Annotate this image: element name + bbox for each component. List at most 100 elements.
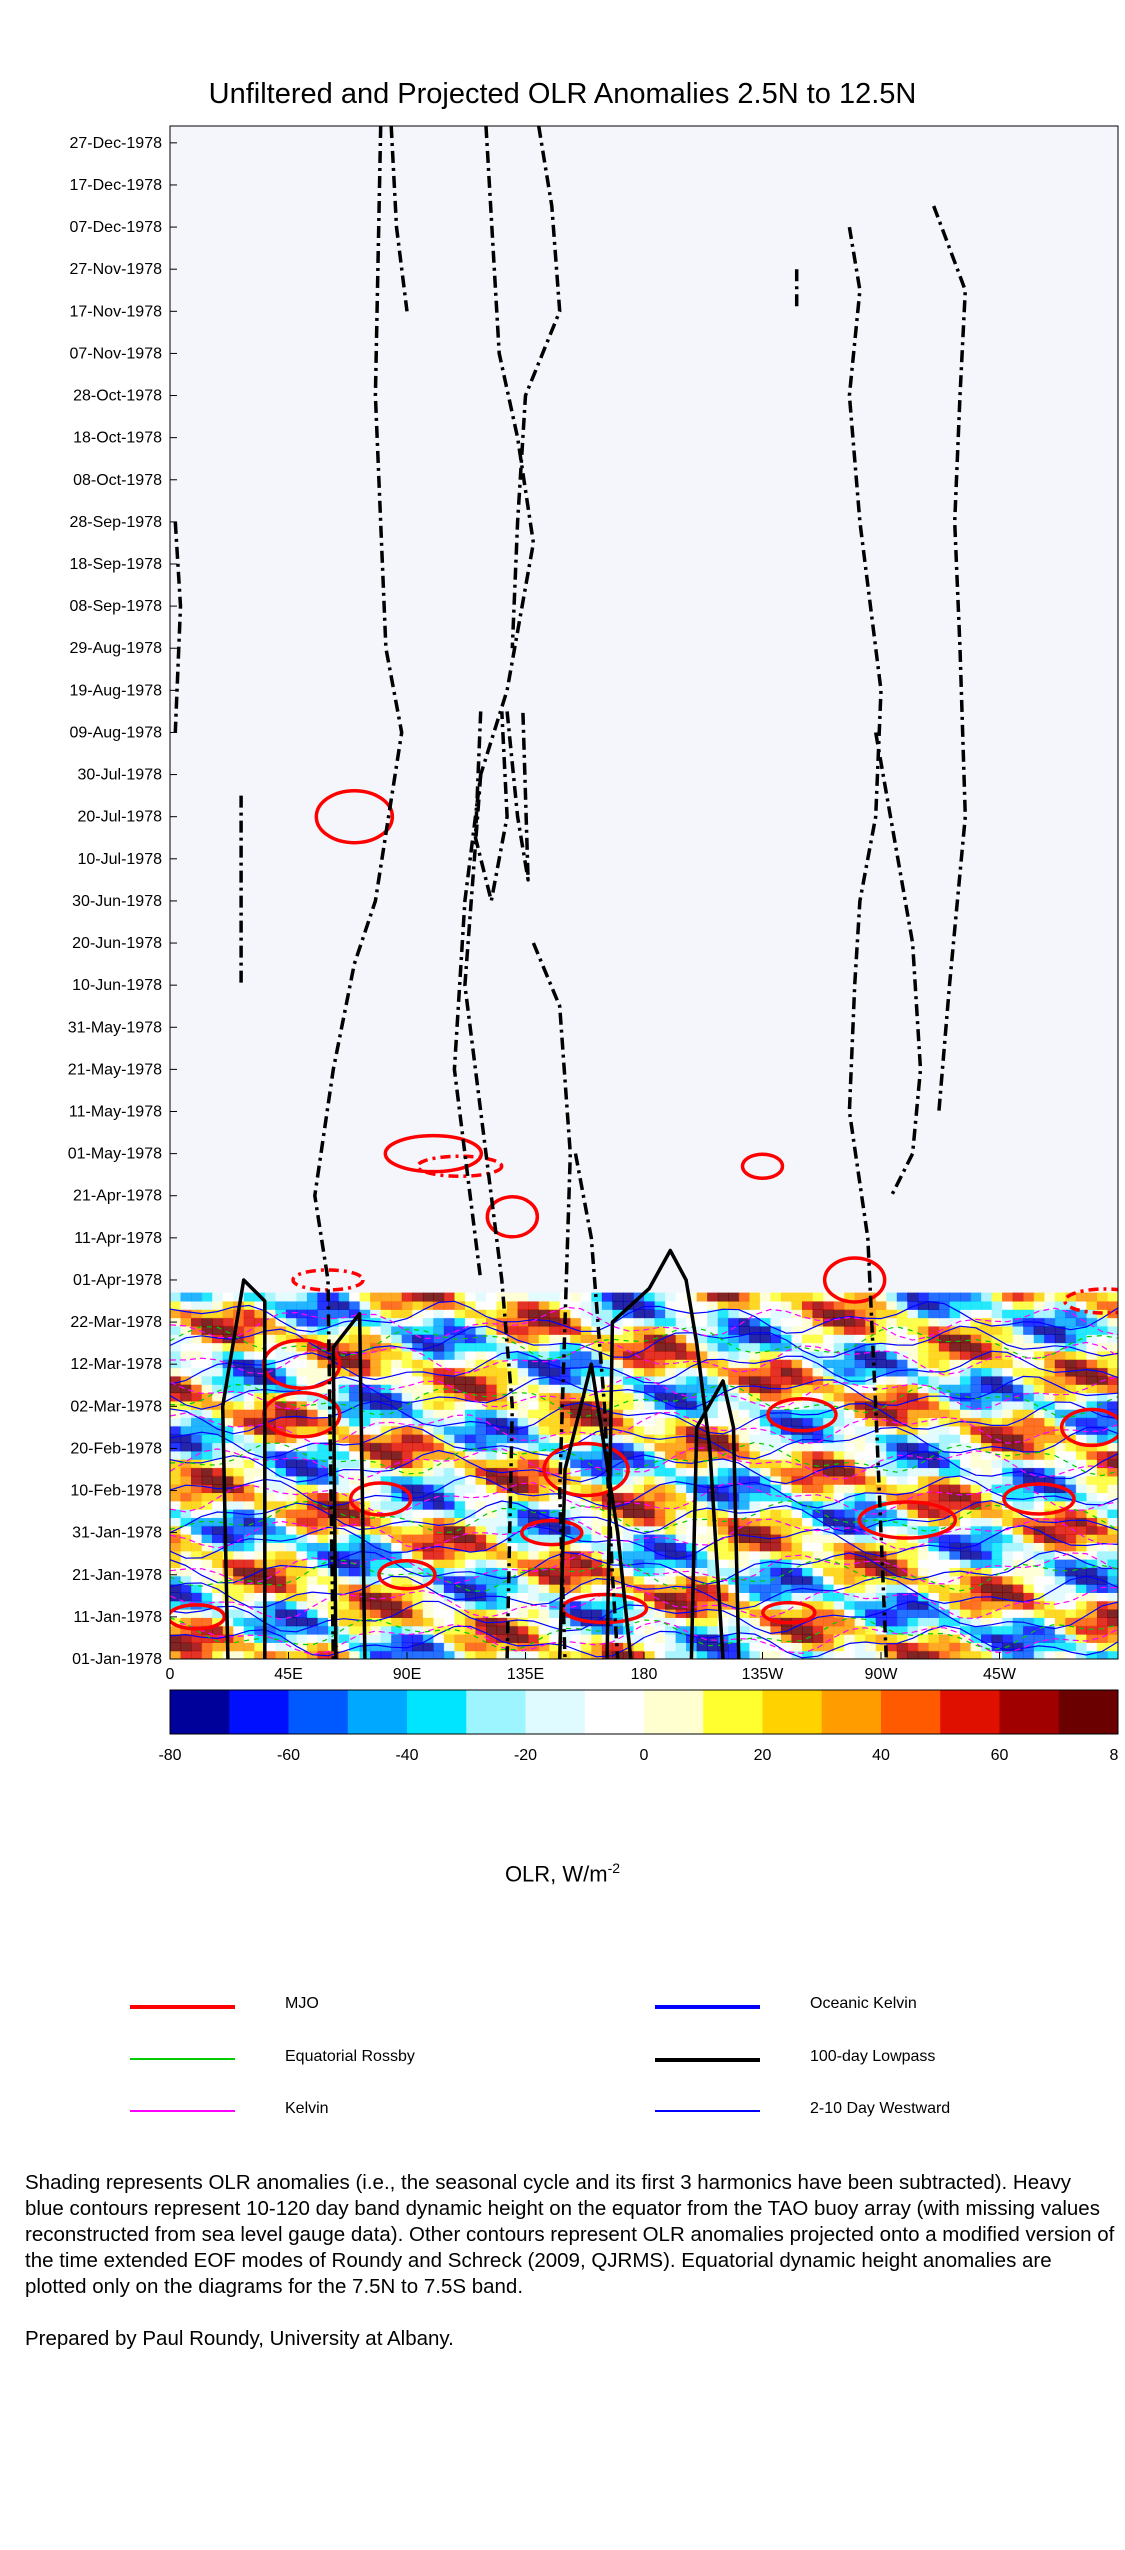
- olr-cell: [180, 1359, 192, 1369]
- olr-cell: [401, 1642, 413, 1652]
- olr-cell: [970, 1342, 982, 1352]
- olr-cell: [675, 1400, 687, 1410]
- olr-cell: [570, 1375, 582, 1385]
- olr-cell: [780, 1442, 793, 1452]
- olr-cell: [1096, 1517, 1109, 1527]
- olr-cell: [349, 1534, 361, 1544]
- olr-cell: [1044, 1459, 1056, 1469]
- olr-cell: [865, 1442, 877, 1452]
- olr-cell: [1086, 1392, 1098, 1402]
- olr-cell: [886, 1392, 898, 1402]
- olr-cell: [380, 1434, 392, 1444]
- olr-cell: [770, 1342, 782, 1352]
- olr-cell: [443, 1592, 455, 1602]
- olr-cell: [570, 1509, 582, 1519]
- olr-cell: [212, 1367, 224, 1377]
- olr-cell: [823, 1450, 835, 1460]
- olr-cell: [528, 1625, 540, 1635]
- olr-cell: [1054, 1567, 1066, 1577]
- olr-cell: [1002, 1367, 1014, 1377]
- olr-cell: [759, 1542, 771, 1552]
- olr-cell: [875, 1484, 887, 1494]
- olr-cell: [222, 1384, 234, 1394]
- olr-cell: [222, 1342, 234, 1352]
- y-tick-label: 08-Sep-1978: [69, 598, 162, 615]
- olr-cell: [622, 1425, 635, 1435]
- olr-cell: [401, 1634, 413, 1643]
- olr-cell: [1086, 1600, 1098, 1610]
- olr-cell: [960, 1592, 972, 1602]
- olr-cell: [201, 1542, 213, 1552]
- olr-cell: [738, 1534, 750, 1544]
- olr-cell: [464, 1609, 477, 1618]
- westward-contour: [170, 1449, 1118, 1485]
- olr-cell: [317, 1550, 329, 1560]
- olr-cell: [580, 1542, 592, 1552]
- olr-cell: [1107, 1634, 1118, 1643]
- olr-cell: [380, 1417, 392, 1427]
- olr-cell: [844, 1459, 856, 1469]
- olr-cell: [802, 1359, 814, 1369]
- olr-cell: [759, 1434, 771, 1444]
- olr-cell: [1012, 1359, 1024, 1369]
- olr-cell: [443, 1450, 455, 1460]
- olr-cell: [644, 1384, 656, 1394]
- olr-cell: [991, 1309, 1003, 1319]
- olr-cell: [644, 1334, 656, 1344]
- olr-cell: [538, 1592, 550, 1602]
- olr-cell: [949, 1450, 961, 1460]
- olr-cell: [349, 1450, 361, 1460]
- olr-cell: [233, 1450, 245, 1460]
- olr-cell: [844, 1559, 856, 1568]
- olr-cell: [412, 1384, 424, 1394]
- olr-cell: [1012, 1584, 1024, 1593]
- olr-cell: [981, 1359, 993, 1369]
- olr-cell: [580, 1467, 592, 1477]
- olr-cell: [338, 1367, 350, 1377]
- olr-cell: [1002, 1334, 1014, 1344]
- olr-cell: [191, 1392, 203, 1402]
- olr-cell: [907, 1475, 919, 1485]
- olr-cell: [296, 1359, 308, 1369]
- olr-cell: [486, 1634, 498, 1643]
- olr-cell: [1054, 1542, 1066, 1552]
- olr-cell: [464, 1617, 477, 1627]
- olr-cell: [380, 1292, 392, 1302]
- olr-cell: [486, 1450, 498, 1460]
- mjo-contour: [415, 1154, 504, 1178]
- olr-cell: [633, 1625, 645, 1635]
- olr-cell: [622, 1409, 635, 1419]
- olr-cell: [517, 1650, 529, 1659]
- olr-cell: [928, 1342, 940, 1352]
- olr-cell: [981, 1467, 993, 1477]
- olr-cell: [349, 1417, 361, 1427]
- olr-cell: [559, 1367, 571, 1377]
- olr-cell: [317, 1475, 329, 1485]
- olr-cell: [633, 1450, 645, 1460]
- olr-cell: [580, 1559, 592, 1568]
- olr-cell: [728, 1375, 740, 1385]
- olr-cell: [833, 1584, 845, 1593]
- olr-cell: [738, 1509, 750, 1519]
- olr-cell: [907, 1642, 919, 1652]
- olr-cell: [1096, 1450, 1109, 1460]
- olr-cell: [433, 1400, 445, 1410]
- olr-cell: [1107, 1617, 1118, 1627]
- olr-cell: [865, 1359, 877, 1369]
- olr-cell: [538, 1417, 550, 1427]
- olr-cell: [507, 1500, 519, 1510]
- olr-cell: [1075, 1584, 1087, 1593]
- olr-cell: [233, 1467, 245, 1477]
- olr-cell: [633, 1484, 645, 1494]
- olr-cell: [507, 1525, 519, 1535]
- olr-cell: [970, 1309, 982, 1319]
- olr-cell: [591, 1559, 603, 1568]
- olr-cell: [1002, 1342, 1014, 1352]
- olr-cell: [443, 1384, 455, 1394]
- olr-cell: [275, 1342, 287, 1352]
- olr-cell: [665, 1584, 677, 1593]
- olr-cell: [170, 1434, 182, 1444]
- olr-cell: [359, 1500, 371, 1510]
- olr-cell: [549, 1384, 561, 1394]
- olr-cell: [254, 1534, 266, 1544]
